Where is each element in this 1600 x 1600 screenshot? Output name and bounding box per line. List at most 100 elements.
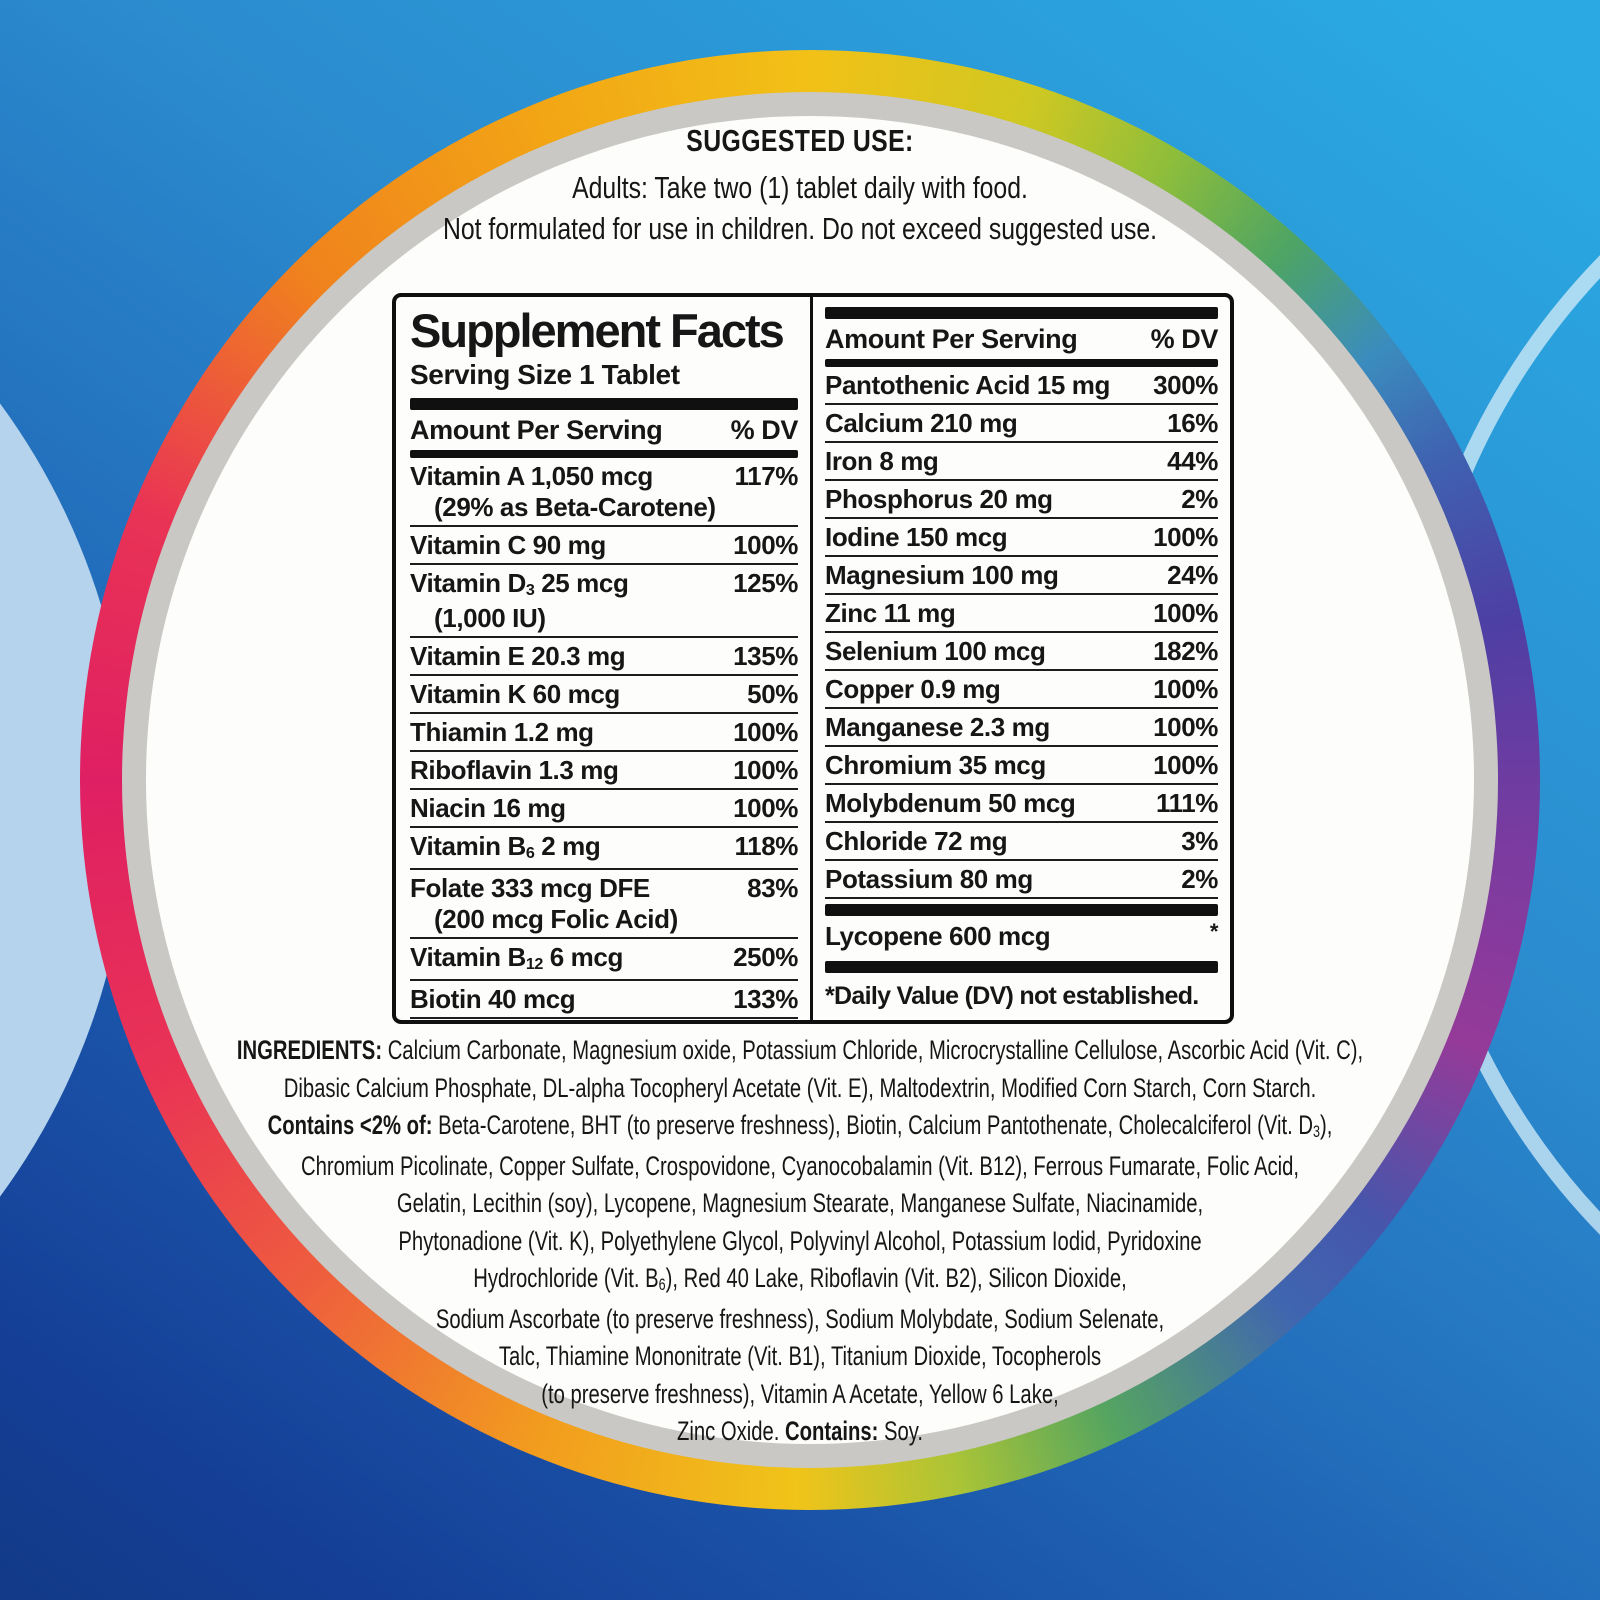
- nutrient-name: Magnesium 100 mg: [825, 560, 1059, 590]
- nutrient-daily-value: 125%: [733, 568, 798, 598]
- nutrient-row: Copper 0.9 mg 100%: [825, 671, 1218, 709]
- ingredients-line: (to preserve freshness), Vitamin A Aceta…: [541, 1378, 1059, 1409]
- serving-size: Serving Size 1 Tablet: [410, 359, 680, 390]
- nutrient-name: Pantothenic Acid 15 mg: [825, 370, 1110, 400]
- ingredients-line: Sodium Ascorbate (to preserve freshness)…: [435, 1303, 1165, 1334]
- suggested-use-line2: Not formulated for use in children. Do n…: [442, 211, 1158, 246]
- nutrient-daily-value: 100%: [733, 755, 798, 785]
- nutrient-note: (200 mcg Folic Acid): [434, 904, 678, 934]
- nutrient-daily-value: 100%: [1153, 750, 1218, 780]
- nutrient-name: Riboflavin 1.3 mg: [410, 755, 619, 785]
- nutrient-daily-value: 135%: [733, 641, 798, 671]
- nutrient-name: Potassium 80 mg: [825, 864, 1033, 894]
- nutrient-row: Niacin 16 mg 100%: [410, 790, 798, 828]
- nutrient-row: Manganese 2.3 mg 100%: [825, 709, 1218, 747]
- amount-per-serving-label: Amount Per Serving: [410, 415, 663, 445]
- daily-value-footnote: *Daily Value (DV) not established.: [825, 982, 1199, 1010]
- nutrient-daily-value: 100%: [733, 793, 798, 823]
- ingredients-line: Gelatin, Lecithin (soy), Lycopene, Magne…: [396, 1188, 1204, 1218]
- nutrient-name: Vitamin B6 2 mg: [410, 831, 601, 863]
- ingredients-line: Zinc Oxide. Contains: Soy.: [676, 1416, 924, 1446]
- nutrient-row: Zinc 11 mg 100%: [825, 595, 1218, 633]
- supplement-facts-title: Supplement Facts: [410, 304, 785, 357]
- nutrient-name: Vitamin B12 6 mcg: [410, 942, 623, 974]
- nutrient-row: Iron 8 mg 44%: [825, 443, 1218, 481]
- ingredients-line: Contains <2% of: Beta-Carotene, BHT (to …: [267, 1110, 1333, 1142]
- nutrient-daily-value: 117%: [734, 461, 799, 491]
- ingredients-line: Dibasic Calcium Phosphate, DL-alpha Toco…: [283, 1072, 1317, 1103]
- daily-value-asterisk: *: [1209, 919, 1219, 944]
- nutrient-name: Biotin 40 mcg: [410, 984, 576, 1014]
- nutrient-daily-value: 300%: [1153, 370, 1218, 400]
- nutrient-row: Biotin 40 mcg 133%: [410, 981, 798, 1019]
- lycopene-row: Lycopene 600 mcg *: [825, 918, 1218, 956]
- nutrient-daily-value: 111%: [1155, 788, 1218, 818]
- nutrient-row: Vitamin C 90 mg 100%: [410, 527, 798, 565]
- nutrient-daily-value: 100%: [1153, 674, 1218, 704]
- nutrient-name: Selenium 100 mcg: [825, 636, 1046, 666]
- right-nutrient-rows: Pantothenic Acid 15 mg 300% Calcium 210 …: [825, 367, 1218, 899]
- divider-bar: [825, 359, 1218, 367]
- nutrient-name: Iron 8 mg: [825, 446, 939, 476]
- suggested-use-title: SUGGESTED USE:: [686, 123, 914, 158]
- nutrient-daily-value: 100%: [1153, 522, 1218, 552]
- nutrient-row: Calcium 210 mg 16%: [825, 405, 1218, 443]
- nutrient-row: Vitamin K 60 mcg 50%: [410, 676, 798, 714]
- nutrient-note: (29% as Beta-Carotene): [434, 492, 716, 522]
- nutrient-name: Calcium 210 mg: [825, 408, 1018, 438]
- nutrient-daily-value: 100%: [733, 530, 798, 560]
- percent-dv-label: % DV: [730, 415, 799, 445]
- nutrient-name: Phosphorus 20 mg: [825, 484, 1053, 514]
- suggested-use-line1: Adults: Take two (1) tablet daily with f…: [572, 170, 1028, 205]
- nutrient-daily-value: 100%: [733, 717, 798, 747]
- nutrient-daily-value: 250%: [733, 942, 798, 972]
- nutrient-row: Vitamin B6 2 mg 118%: [410, 828, 798, 870]
- nutrient-daily-value: 100%: [1153, 598, 1218, 628]
- nutrient-daily-value: 133%: [733, 984, 798, 1014]
- nutrient-name: Vitamin E 20.3 mg: [410, 641, 626, 671]
- nutrient-row: Vitamin A 1,050 mcg 117% (29% as Beta-Ca…: [410, 458, 798, 527]
- divider-bar: [410, 398, 798, 410]
- nutrient-daily-value: 44%: [1167, 446, 1218, 476]
- nutrient-daily-value: 182%: [1153, 636, 1218, 666]
- ingredients-line: Chromium Picolinate, Copper Sulfate, Cro…: [301, 1150, 1299, 1181]
- nutrient-row: Chloride 72 mg 3%: [825, 823, 1218, 861]
- nutrient-row: Thiamin 1.2 mg 100%: [410, 714, 798, 752]
- divider-bar: [825, 307, 1218, 319]
- nutrient-daily-value: 16%: [1167, 408, 1218, 438]
- nutrient-row: Folate 333 mcg DFE 83% (200 mcg Folic Ac…: [410, 870, 798, 939]
- nutrient-daily-value: 2%: [1181, 864, 1218, 894]
- divider-bar: [410, 450, 798, 458]
- nutrient-row: Riboflavin 1.3 mg 100%: [410, 752, 798, 790]
- ingredients-line: Phytonadione (Vit. K), Polyethylene Glyc…: [398, 1225, 1202, 1256]
- nutrient-daily-value: 50%: [747, 679, 798, 709]
- nutrient-daily-value: 24%: [1167, 560, 1218, 590]
- left-nutrient-rows: Vitamin A 1,050 mcg 117% (29% as Beta-Ca…: [410, 458, 798, 1019]
- suggested-use-block: SUGGESTED USE: Adults: Take two (1) tabl…: [288, 120, 1312, 249]
- right-column-header: Amount Per Serving % DV: [825, 319, 1218, 359]
- ingredients-line: Talc, Thiamine Mononitrate (Vit. B1), Ti…: [498, 1341, 1102, 1371]
- nutrient-daily-value: 118%: [734, 831, 799, 861]
- nutrient-name: Vitamin D3 25 mcg: [410, 568, 629, 600]
- ingredients-block: INGREDIENTS: Calcium Carbonate, Magnesiu…: [219, 1032, 1382, 1451]
- nutrient-name: Chromium 35 mcg: [825, 750, 1046, 780]
- ingredients-line: Hydrochloride (Vit. B6), Red 40 Lake, Ri…: [473, 1263, 1127, 1295]
- nutrient-row: Vitamin E 20.3 mg 135%: [410, 638, 798, 676]
- nutrient-name: Thiamin 1.2 mg: [410, 717, 594, 747]
- nutrient-row: Pantothenic Acid 15 mg 300%: [825, 367, 1218, 405]
- nutrient-name: Chloride 72 mg: [825, 826, 1008, 856]
- nutrient-row: Vitamin B12 6 mcg 250%: [410, 939, 798, 981]
- nutrient-row: Molybdenum 50 mcg 111%: [825, 785, 1218, 823]
- nutrient-row: Potassium 80 mg 2%: [825, 861, 1218, 899]
- nutrient-name: Vitamin C 90 mg: [410, 530, 606, 560]
- nutrient-row: Magnesium 100 mg 24%: [825, 557, 1218, 595]
- nutrient-daily-value: 100%: [1153, 712, 1218, 742]
- divider-bar: [825, 961, 1218, 973]
- nutrient-note: (1,000 IU): [434, 603, 546, 633]
- nutrient-row: Phosphorus 20 mg 2%: [825, 481, 1218, 519]
- nutrient-name: Copper 0.9 mg: [825, 674, 1001, 704]
- nutrient-row: Chromium 35 mcg 100%: [825, 747, 1218, 785]
- nutrient-daily-value: 3%: [1181, 826, 1218, 856]
- left-column-header: Amount Per Serving % DV: [410, 410, 798, 450]
